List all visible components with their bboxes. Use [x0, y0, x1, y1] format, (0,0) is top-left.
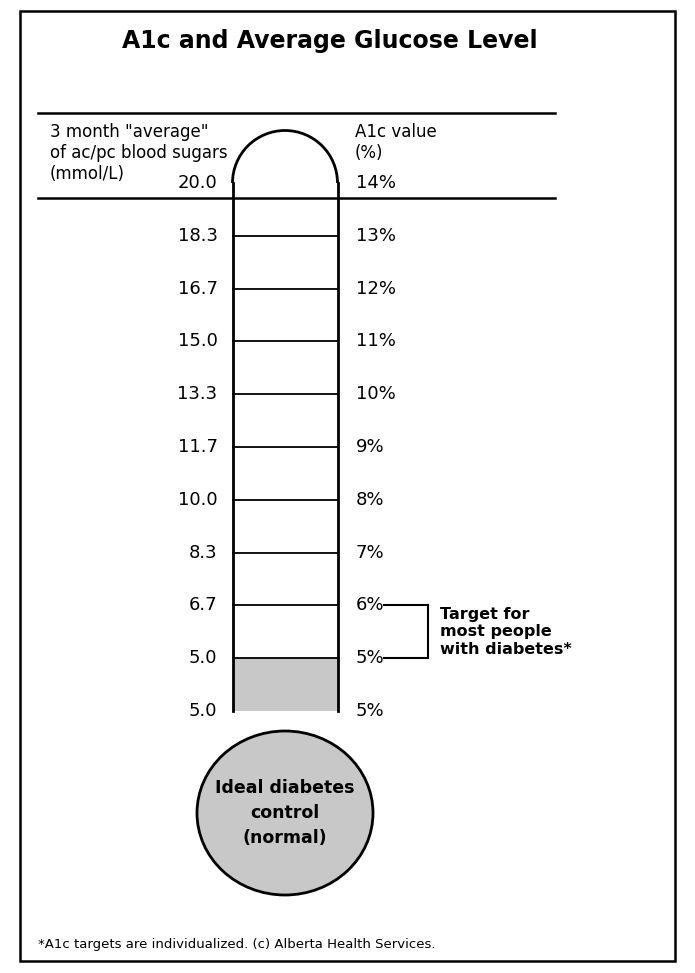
Text: 3 month "average"
of ac/pc blood sugars
(mmol/L): 3 month "average" of ac/pc blood sugars … [50, 123, 228, 183]
Text: 11.7: 11.7 [177, 438, 218, 456]
Text: 9%: 9% [356, 438, 384, 456]
Text: 10%: 10% [356, 385, 395, 403]
Polygon shape [233, 130, 338, 183]
Text: 16.7: 16.7 [177, 279, 218, 298]
Text: 12%: 12% [356, 279, 395, 298]
Text: *A1c targets are individualized. (c) Alberta Health Services.: *A1c targets are individualized. (c) Alb… [38, 938, 436, 951]
Text: 10.0: 10.0 [178, 490, 218, 509]
Text: 13%: 13% [356, 227, 395, 245]
Bar [233, 658, 338, 711]
Text: 15.0: 15.0 [178, 333, 218, 350]
Text: 6.7: 6.7 [189, 596, 218, 614]
Text: Ideal diabetes
control
(normal): Ideal diabetes control (normal) [215, 779, 354, 847]
Text: 5.0: 5.0 [189, 649, 218, 667]
Bar [233, 183, 338, 711]
Text: 18.3: 18.3 [177, 227, 218, 245]
Text: 5.0: 5.0 [189, 702, 218, 720]
Text: 20.0: 20.0 [178, 174, 218, 192]
Text: 11%: 11% [356, 333, 395, 350]
Text: 6%: 6% [356, 596, 384, 614]
Text: 5%: 5% [356, 649, 384, 667]
Text: A1c value
(%): A1c value (%) [355, 123, 436, 162]
Text: 14%: 14% [356, 174, 395, 192]
Text: 8.3: 8.3 [189, 544, 218, 561]
Text: Target for
most people
with diabetes*: Target for most people with diabetes* [439, 607, 571, 657]
Text: 13.3: 13.3 [177, 385, 218, 403]
Text: 8%: 8% [356, 490, 384, 509]
Text: 5%: 5% [356, 702, 384, 720]
Text: 7%: 7% [356, 544, 384, 561]
Text: A1c and Average Glucose Level: A1c and Average Glucose Level [122, 29, 538, 53]
Ellipse shape [197, 731, 373, 895]
